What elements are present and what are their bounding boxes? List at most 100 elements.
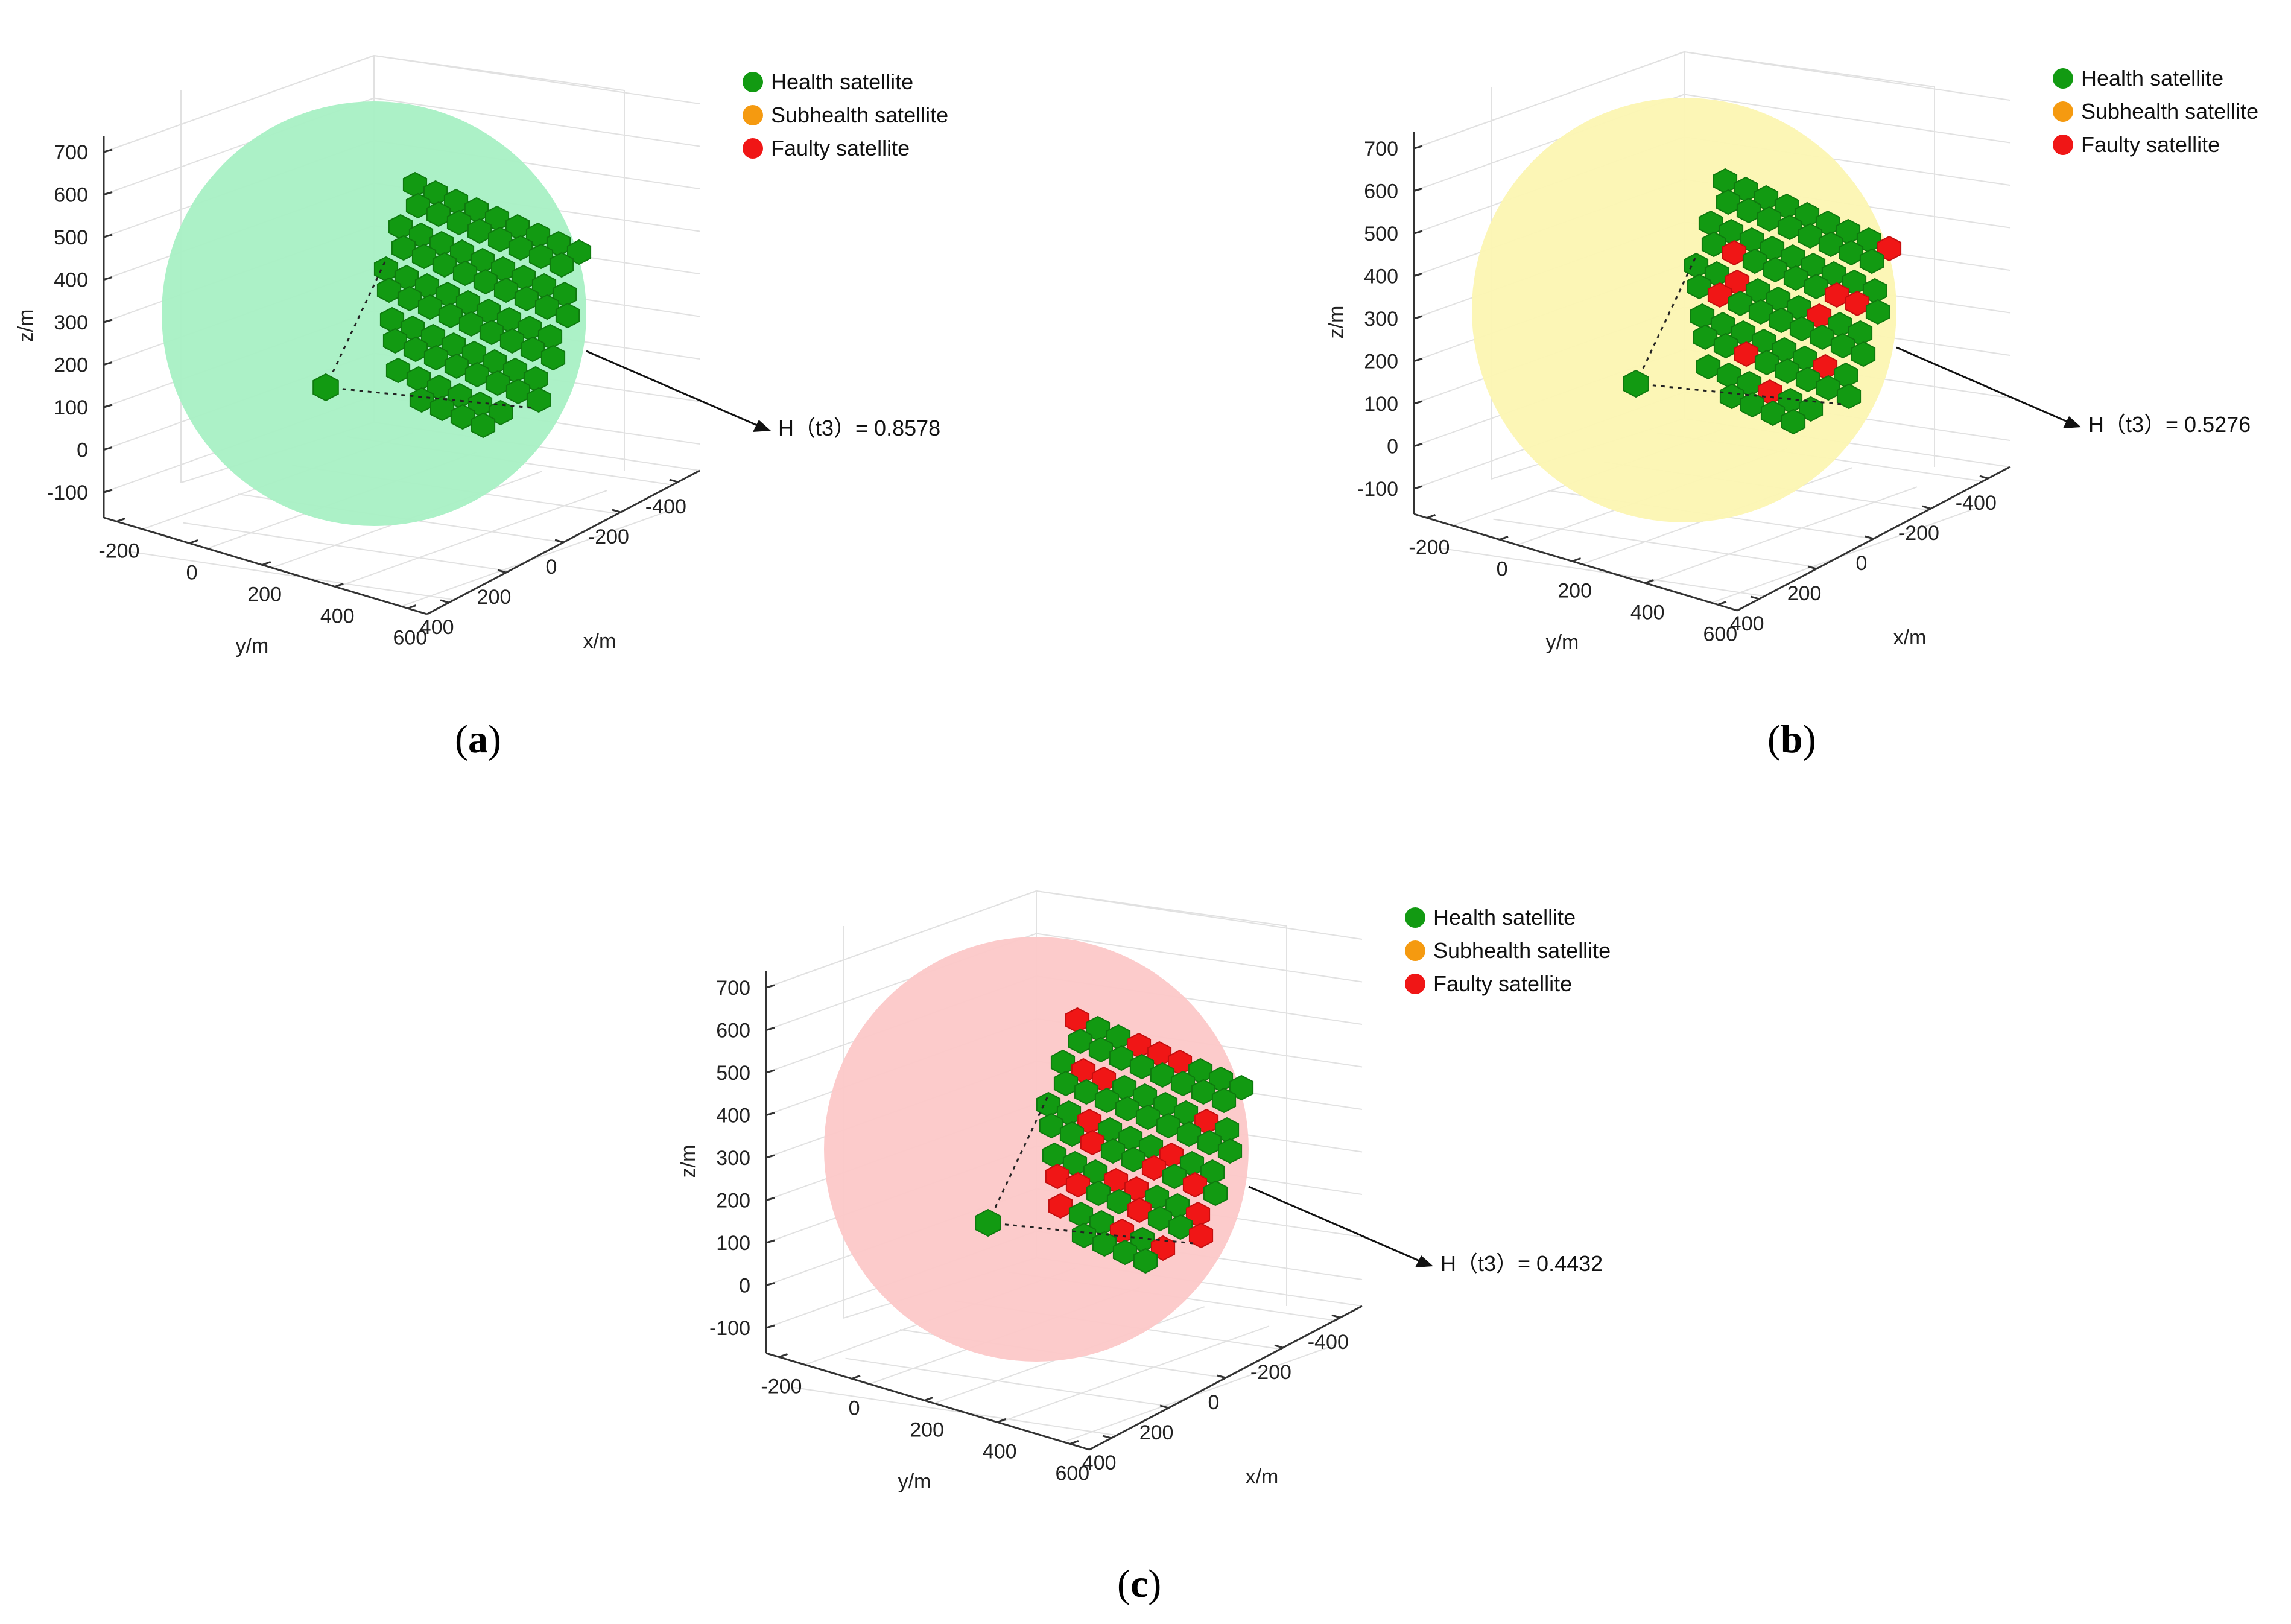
health-satellite [1713, 332, 1738, 359]
health-satellite [1742, 248, 1767, 274]
y-tick [1644, 579, 1654, 584]
z-tick [1413, 358, 1423, 362]
health-satellite [409, 387, 434, 413]
health-satellite [1135, 1104, 1161, 1131]
annotation-arrow-line [1248, 1185, 1424, 1264]
grid-line [373, 55, 700, 104]
x-tick [497, 569, 507, 574]
sphere-boundary [162, 101, 586, 526]
health-satellite [1781, 408, 1806, 435]
y-tick-label: 200 [910, 1418, 944, 1441]
z-tick-label: 500 [54, 226, 88, 249]
z-tick-label: 400 [1364, 265, 1398, 288]
grid-line [1684, 94, 2011, 144]
y-tick-label: 400 [1630, 601, 1665, 624]
sphere-boundary [824, 937, 1249, 1362]
health-satellite [1106, 1188, 1132, 1215]
health-satellite [1094, 1087, 1120, 1114]
z-tick-label: 700 [1364, 138, 1398, 160]
health-satellite [1701, 231, 1726, 258]
y-tick-label: 0 [1497, 557, 1508, 580]
z-tick [765, 1154, 775, 1159]
leader-satellite [1623, 369, 1649, 398]
health-satellite [405, 192, 431, 219]
grid-line [1439, 547, 1765, 597]
grid-line [103, 55, 375, 153]
legend-label: Faulty satellite [2081, 132, 2220, 157]
health-satellite [1775, 358, 1800, 384]
health-satellite [534, 294, 560, 320]
health-satellite [1068, 1201, 1094, 1228]
health-satellite [432, 252, 457, 278]
health-satellite [429, 395, 455, 422]
health-satellite [1736, 197, 1761, 224]
z-tick-label: 0 [739, 1275, 750, 1298]
health-satellite [417, 294, 443, 320]
grid-line [998, 1325, 1270, 1424]
health-satellite [1121, 1146, 1146, 1173]
grid-line [1413, 51, 1685, 149]
grid-line [373, 97, 700, 147]
annotation-arrow-head [1415, 1255, 1433, 1267]
grid-line [1711, 506, 1982, 604]
legend-marker [2053, 135, 2073, 155]
health-satellite [1859, 248, 1884, 274]
legend-marker [2053, 68, 2073, 89]
z-tick [103, 191, 113, 195]
y-axis-label: y/m [236, 635, 269, 658]
panel-a: 700 600 500 400 300 200 100 0 -100 z/m -200 0 200 400… [14, 55, 948, 658]
faulty-satellite [1127, 1197, 1152, 1223]
health-satellite [382, 328, 408, 354]
health-satellite [1129, 1053, 1155, 1080]
health-satellite [1150, 1062, 1175, 1088]
health-satellite [1109, 1045, 1134, 1071]
health-satellite [406, 366, 431, 392]
health-satellite [566, 239, 592, 265]
faulty-satellite [1080, 1129, 1105, 1156]
health-satellite [555, 302, 580, 329]
x-tick [1331, 1314, 1341, 1319]
x-tick [1922, 505, 1931, 510]
y-tick [924, 1396, 934, 1401]
health-satellite [508, 235, 533, 261]
legend-marker [2053, 101, 2073, 122]
health-satellite [1156, 1112, 1181, 1139]
legend-label: Subhealth satellite [1433, 938, 1611, 963]
y-tick-label: 400 [320, 604, 355, 627]
faulty-satellite [1707, 282, 1732, 308]
legend-marker [743, 72, 763, 92]
z-tick-label: 700 [54, 141, 88, 164]
z-tick [103, 446, 113, 451]
faulty-satellite [1877, 235, 1902, 262]
x-tick-label: -400 [1956, 492, 1997, 515]
grid-line [1646, 486, 1918, 585]
legend-label: Faulty satellite [771, 136, 910, 160]
z-tick [103, 276, 113, 281]
x-tick [554, 539, 564, 544]
health-satellite [1763, 256, 1788, 283]
z-tick-label: 100 [54, 396, 88, 419]
health-satellite [402, 171, 428, 198]
health-satellite [1760, 400, 1786, 427]
leader-satellite [312, 373, 339, 402]
health-satellite [485, 370, 510, 396]
x-tick [440, 599, 449, 604]
leader-satellite [975, 1208, 1001, 1237]
health-satellite [1830, 332, 1855, 359]
grid-line [1493, 518, 1819, 568]
health-satellite [1074, 1079, 1099, 1105]
health-satellite [1050, 1049, 1076, 1076]
legend: Health satellite Subhealth satellite Fault… [2053, 66, 2258, 157]
health-satellite [1810, 324, 1835, 350]
faulty-satellite [1734, 341, 1759, 367]
y-tick-label: 600 [1703, 623, 1737, 645]
z-tick [103, 404, 113, 408]
legend: Health satellite Subhealth satellite Fault… [1405, 905, 1611, 996]
z-tick [103, 148, 113, 153]
z-tick-label: 200 [716, 1190, 750, 1213]
health-satellite [1754, 349, 1779, 376]
grid-line [1036, 933, 1363, 983]
annotation-arrow-head [2063, 416, 2081, 428]
faulty-satellite [1045, 1163, 1070, 1190]
x-tick-label: 200 [477, 586, 512, 609]
